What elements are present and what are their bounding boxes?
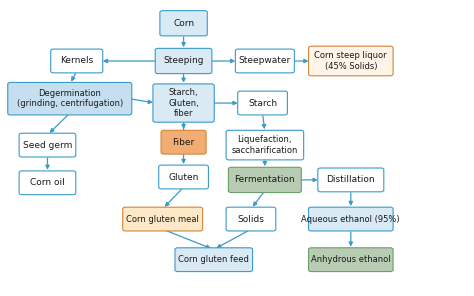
FancyBboxPatch shape	[19, 133, 76, 157]
Text: Gluten: Gluten	[168, 173, 199, 181]
FancyBboxPatch shape	[153, 84, 214, 122]
Text: Starch: Starch	[248, 99, 277, 107]
Text: Seed germ: Seed germ	[23, 141, 72, 149]
FancyBboxPatch shape	[237, 91, 287, 115]
FancyBboxPatch shape	[226, 207, 276, 231]
FancyBboxPatch shape	[309, 248, 393, 271]
Text: Corn: Corn	[173, 19, 194, 28]
FancyBboxPatch shape	[123, 207, 202, 231]
FancyBboxPatch shape	[51, 49, 103, 73]
Text: Distillation: Distillation	[327, 176, 375, 184]
Text: Corn gluten feed: Corn gluten feed	[178, 255, 249, 264]
Text: Aqueous ethanol (95%): Aqueous ethanol (95%)	[301, 215, 400, 223]
Text: Degermination
(grinding, centrifugation): Degermination (grinding, centrifugation)	[17, 89, 123, 108]
FancyBboxPatch shape	[228, 167, 301, 192]
FancyBboxPatch shape	[19, 171, 76, 195]
Text: Fiber: Fiber	[173, 138, 195, 147]
FancyBboxPatch shape	[309, 207, 393, 231]
Text: Anhydrous ethanol: Anhydrous ethanol	[311, 255, 391, 264]
Text: Steeping: Steeping	[164, 57, 204, 65]
FancyBboxPatch shape	[155, 48, 212, 74]
Text: Steepwater: Steepwater	[239, 57, 291, 65]
Text: Liquefaction,
saccharification: Liquefaction, saccharification	[232, 135, 298, 155]
FancyBboxPatch shape	[175, 248, 253, 271]
Text: Corn gluten meal: Corn gluten meal	[126, 215, 199, 223]
FancyBboxPatch shape	[161, 130, 206, 154]
FancyBboxPatch shape	[160, 11, 207, 36]
FancyBboxPatch shape	[8, 83, 132, 115]
Text: Starch,
Gluten,
fiber: Starch, Gluten, fiber	[168, 88, 199, 118]
FancyBboxPatch shape	[309, 46, 393, 76]
FancyBboxPatch shape	[236, 49, 294, 73]
Text: Corn oil: Corn oil	[30, 178, 65, 187]
FancyBboxPatch shape	[159, 165, 209, 189]
Text: Kernels: Kernels	[60, 57, 93, 65]
Text: Corn steep liquor
(45% Solids): Corn steep liquor (45% Solids)	[314, 51, 387, 71]
FancyBboxPatch shape	[318, 168, 384, 192]
Text: Solids: Solids	[237, 215, 264, 223]
FancyBboxPatch shape	[226, 130, 304, 160]
Text: Fermentation: Fermentation	[235, 176, 295, 184]
